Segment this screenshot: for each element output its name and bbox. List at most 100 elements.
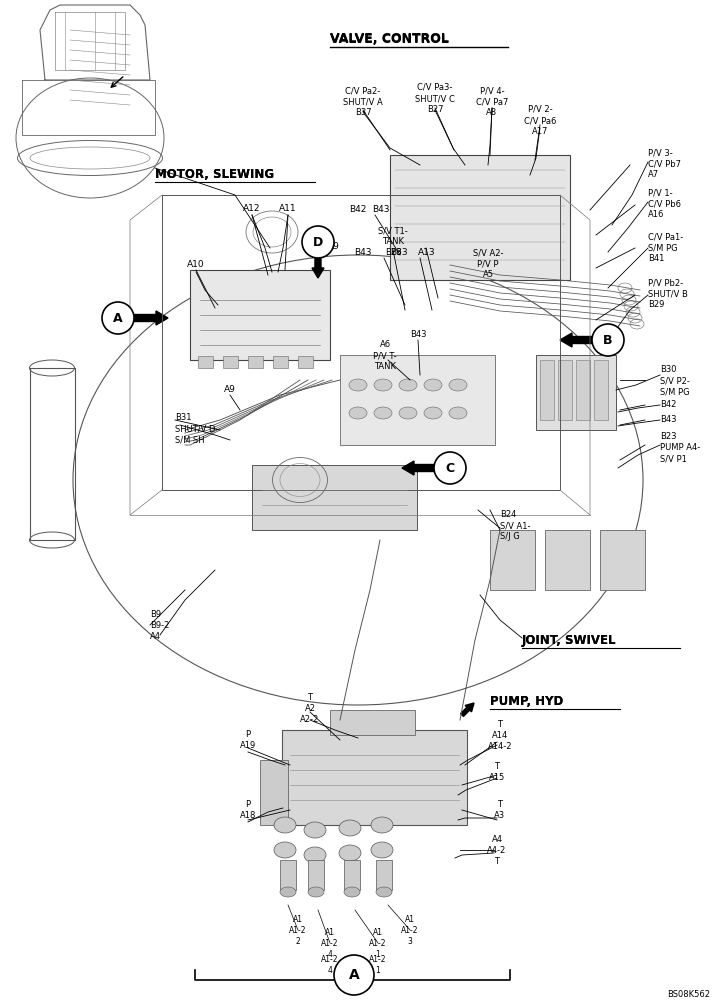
Text: A1-2
1: A1-2 1 (369, 955, 387, 975)
Bar (248, 356, 263, 368)
Text: MOTOR, SLEWING: MOTOR, SLEWING (155, 168, 274, 181)
Text: P/V 3-
C/V Pb7
A7: P/V 3- C/V Pb7 A7 (648, 148, 681, 179)
Text: C: C (446, 462, 454, 475)
Bar (376, 860, 392, 890)
Ellipse shape (304, 822, 326, 838)
Circle shape (592, 324, 624, 356)
FancyArrow shape (402, 461, 436, 475)
FancyBboxPatch shape (490, 530, 535, 590)
Text: B43: B43 (410, 330, 427, 339)
Text: JOINT, SWIVEL: JOINT, SWIVEL (522, 634, 617, 647)
Text: A1
A1-2
1: A1 A1-2 1 (369, 928, 387, 959)
Ellipse shape (280, 887, 296, 897)
Ellipse shape (376, 887, 392, 897)
Text: B43: B43 (355, 248, 372, 257)
Text: C/V Pa2-
SHUT/V A
B37: C/V Pa2- SHUT/V A B37 (343, 86, 383, 117)
Ellipse shape (339, 820, 361, 836)
FancyArrow shape (312, 252, 324, 278)
Text: B42: B42 (349, 205, 367, 214)
Circle shape (334, 955, 374, 995)
Text: A: A (113, 312, 123, 324)
Text: A1
A1-2
3: A1 A1-2 3 (401, 915, 419, 946)
Text: P/V 2-
C/V Pa6
A17: P/V 2- C/V Pa6 A17 (524, 105, 556, 136)
Text: JOINT, SWIVEL: JOINT, SWIVEL (522, 634, 617, 647)
Text: T
A2
A2-2: T A2 A2-2 (301, 693, 320, 724)
Text: B24
S/V A1-
S/J G: B24 S/V A1- S/J G (500, 510, 531, 541)
Text: S/V T1-
TANK
B26: S/V T1- TANK B26 (378, 226, 408, 257)
Text: S/V A2-
P/V P
A5: S/V A2- P/V P A5 (472, 248, 503, 279)
Text: A1-2
4: A1-2 4 (321, 955, 339, 975)
Text: B31
SHUT/V D-
S/M SH: B31 SHUT/V D- S/M SH (175, 413, 218, 444)
Ellipse shape (374, 407, 392, 419)
Bar (540, 360, 554, 420)
Text: A4
A4-2
T: A4 A4-2 T (487, 835, 507, 866)
Ellipse shape (274, 817, 296, 833)
FancyBboxPatch shape (536, 355, 616, 430)
FancyBboxPatch shape (190, 270, 330, 360)
Ellipse shape (374, 379, 392, 391)
Ellipse shape (424, 379, 442, 391)
Text: B42: B42 (660, 400, 676, 409)
Bar (594, 360, 608, 420)
Text: T
A3: T A3 (494, 800, 505, 820)
Circle shape (102, 302, 134, 334)
FancyBboxPatch shape (390, 155, 570, 280)
FancyBboxPatch shape (282, 730, 467, 825)
Text: PUMP, HYD: PUMP, HYD (490, 695, 563, 708)
Text: C/V Pa1-
S/M PG
B41: C/V Pa1- S/M PG B41 (648, 232, 684, 263)
Ellipse shape (371, 842, 393, 858)
Text: A9: A9 (328, 242, 340, 251)
FancyBboxPatch shape (340, 355, 495, 445)
Text: D: D (313, 235, 323, 248)
Text: C/V Pa3-
SHUT/V C
B27: C/V Pa3- SHUT/V C B27 (415, 83, 455, 114)
Text: P/V 4-
C/V Pa7
A8: P/V 4- C/V Pa7 A8 (476, 86, 508, 117)
Text: B33: B33 (390, 248, 408, 257)
Text: B43: B43 (372, 205, 389, 214)
Text: MOTOR, SLEWING: MOTOR, SLEWING (155, 168, 274, 181)
Text: A1
A1-2
2: A1 A1-2 2 (289, 915, 306, 946)
Text: VALVE, CONTROL: VALVE, CONTROL (330, 33, 449, 46)
Ellipse shape (449, 379, 467, 391)
Text: P/V 1-
C/V Pb6
A16: P/V 1- C/V Pb6 A16 (648, 188, 681, 219)
FancyArrow shape (134, 311, 168, 325)
Bar (558, 360, 572, 420)
Text: P
A18: P A18 (240, 800, 256, 820)
Text: A12: A12 (243, 204, 261, 213)
Text: T
A14
A14-2: T A14 A14-2 (488, 720, 513, 751)
Text: P
A19: P A19 (240, 730, 256, 750)
Text: A6
P/V T-
TANK: A6 P/V T- TANK (373, 340, 397, 371)
Ellipse shape (308, 887, 324, 897)
FancyArrow shape (461, 703, 474, 716)
Text: VALVE, CONTROL: VALVE, CONTROL (330, 32, 449, 45)
Ellipse shape (399, 379, 417, 391)
FancyBboxPatch shape (330, 710, 415, 735)
Text: B43: B43 (660, 415, 676, 424)
Ellipse shape (344, 887, 360, 897)
Bar (198, 356, 213, 368)
Bar (308, 860, 324, 890)
FancyBboxPatch shape (545, 530, 590, 590)
Circle shape (302, 226, 334, 258)
Ellipse shape (339, 845, 361, 861)
Text: BS08K562: BS08K562 (667, 990, 710, 999)
Ellipse shape (274, 842, 296, 858)
Bar (223, 356, 238, 368)
Bar (344, 860, 360, 890)
Text: A9: A9 (224, 385, 236, 394)
Text: A1
A1-2
4: A1 A1-2 4 (321, 928, 339, 959)
Text: P/V Pb2-
SHUT/V B
B29: P/V Pb2- SHUT/V B B29 (648, 278, 688, 309)
Text: B30
S/V P2-
S/M PG: B30 S/V P2- S/M PG (660, 365, 690, 396)
Ellipse shape (349, 379, 367, 391)
Ellipse shape (424, 407, 442, 419)
Text: B23
PUMP A4-
S/V P1: B23 PUMP A4- S/V P1 (660, 432, 700, 463)
Text: A10: A10 (187, 260, 205, 269)
Text: PUMP, HYD: PUMP, HYD (490, 695, 563, 708)
Text: B: B (604, 334, 613, 347)
FancyBboxPatch shape (600, 530, 645, 590)
Circle shape (434, 452, 466, 484)
FancyBboxPatch shape (260, 760, 288, 825)
Bar (298, 356, 313, 368)
FancyArrow shape (560, 333, 594, 347)
Text: A13: A13 (418, 248, 436, 257)
Ellipse shape (371, 817, 393, 833)
